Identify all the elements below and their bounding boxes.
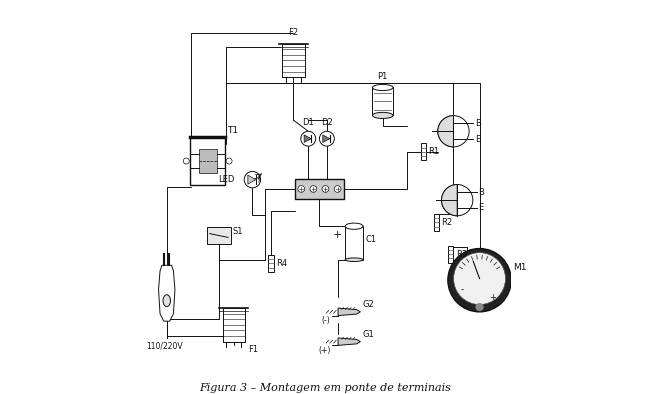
Bar (268, 255, 274, 272)
Polygon shape (338, 338, 360, 346)
Circle shape (244, 171, 261, 188)
Text: -: - (461, 285, 463, 294)
Circle shape (298, 186, 305, 192)
Ellipse shape (345, 258, 363, 262)
Text: LED: LED (218, 175, 235, 184)
Bar (434, 214, 439, 231)
Text: R1: R1 (428, 147, 439, 156)
Ellipse shape (163, 295, 170, 307)
Bar (372, 87, 393, 115)
Text: F2: F2 (289, 28, 298, 37)
Text: P1: P1 (378, 72, 388, 81)
Ellipse shape (372, 84, 393, 91)
Text: D2: D2 (321, 118, 333, 127)
Text: B: B (474, 119, 480, 128)
Text: (+): (+) (318, 346, 331, 355)
Text: E: E (478, 203, 484, 212)
Ellipse shape (372, 112, 393, 119)
Bar (448, 246, 454, 262)
Circle shape (441, 184, 473, 216)
Polygon shape (338, 308, 360, 316)
Text: 110/220V: 110/220V (146, 342, 183, 351)
Circle shape (334, 186, 341, 192)
Bar (345, 226, 363, 260)
Text: G1: G1 (362, 330, 374, 339)
Text: T1: T1 (227, 126, 239, 135)
Bar (199, 149, 216, 173)
Polygon shape (248, 175, 255, 184)
Circle shape (226, 158, 232, 164)
Text: R3: R3 (456, 250, 467, 258)
Bar (190, 137, 226, 185)
Circle shape (454, 253, 506, 305)
Text: R2: R2 (441, 218, 452, 227)
Polygon shape (304, 135, 311, 142)
Circle shape (322, 186, 329, 192)
Text: +: + (333, 230, 342, 240)
Wedge shape (438, 115, 454, 147)
Circle shape (301, 131, 316, 146)
Text: B: B (478, 188, 484, 197)
Circle shape (438, 115, 469, 147)
Circle shape (476, 303, 483, 311)
Text: G2: G2 (362, 300, 374, 309)
Polygon shape (159, 265, 175, 321)
Text: D1: D1 (302, 118, 314, 127)
Text: C1: C1 (366, 235, 377, 244)
Text: F1: F1 (248, 346, 258, 354)
Circle shape (448, 249, 511, 312)
Text: (-): (-) (322, 316, 331, 325)
Text: R4: R4 (276, 259, 287, 268)
Circle shape (183, 158, 189, 164)
Text: Figura 3 – Montagem em ponte de terminais: Figura 3 – Montagem em ponte de terminai… (199, 383, 451, 392)
Bar (222, 308, 245, 342)
Bar (282, 44, 304, 77)
Bar (421, 143, 426, 160)
Circle shape (319, 131, 334, 146)
Polygon shape (323, 135, 330, 142)
Text: +: + (489, 293, 496, 302)
Bar (207, 227, 231, 244)
Circle shape (310, 186, 317, 192)
Text: E: E (474, 135, 480, 143)
Bar (295, 179, 344, 199)
Wedge shape (441, 184, 457, 216)
Text: S1: S1 (233, 227, 243, 236)
Text: M1: M1 (513, 263, 526, 272)
Ellipse shape (345, 223, 363, 229)
